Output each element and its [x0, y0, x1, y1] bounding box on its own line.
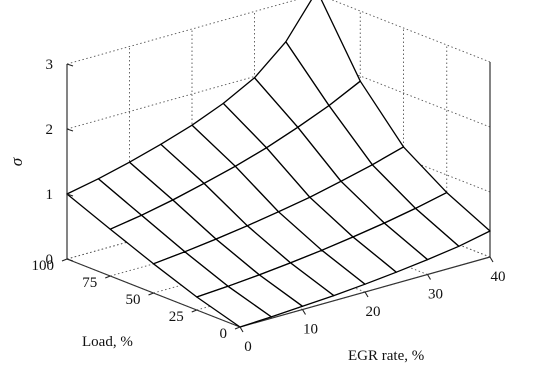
- grid-line: [331, 0, 491, 63]
- x-tick-label: 10: [303, 322, 318, 338]
- y-tick-label: 100: [32, 258, 55, 274]
- z-tick-mark: [66, 128, 74, 132]
- z-tick-mark: [66, 63, 74, 67]
- y-tick-mark: [148, 292, 154, 296]
- z-axis-label: σ: [7, 157, 26, 166]
- x-tick-label: 0: [244, 339, 252, 355]
- z-tick-mark: [66, 258, 74, 262]
- y-tick-label: 25: [169, 309, 184, 325]
- x-tick-mark: [489, 256, 494, 263]
- y-tick-mark: [105, 275, 111, 279]
- x-tick-mark: [302, 309, 306, 315]
- z-tick-label: 0: [46, 252, 54, 268]
- z-tick-mark: [66, 193, 74, 197]
- x-tick-label: 40: [491, 269, 506, 285]
- y-tick-mark: [191, 309, 197, 313]
- x-tick-mark: [427, 274, 431, 280]
- grid-line: [316, 58, 491, 128]
- y-axis-label: Load, %: [82, 334, 133, 350]
- y-tick-mark: [234, 326, 241, 330]
- z-tick-label: 1: [46, 187, 54, 203]
- z-tick-label: 3: [46, 57, 54, 73]
- surface-mesh: [66, 0, 491, 328]
- x-tick-mark: [364, 291, 369, 298]
- surface-cell: [196, 285, 272, 328]
- y-tick-mark: [61, 258, 68, 262]
- x-tick-label: 20: [366, 304, 381, 320]
- y-tick-label: 50: [126, 292, 141, 308]
- x-axis-label: EGR rate, %: [348, 348, 424, 364]
- x-tick-label: 30: [428, 287, 443, 303]
- grid-line: [66, 0, 298, 65]
- z-tick-label: 2: [46, 122, 54, 138]
- x-tick-mark: [239, 326, 244, 333]
- y-tick-label: 75: [82, 275, 97, 291]
- y-tick-label: 0: [220, 326, 228, 342]
